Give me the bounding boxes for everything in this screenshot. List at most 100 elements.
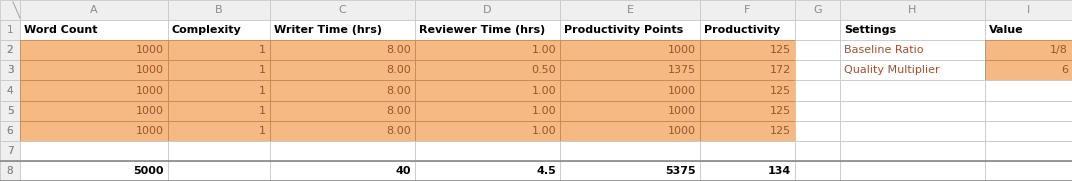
Bar <box>415 141 560 161</box>
Text: 2: 2 <box>6 45 13 55</box>
Bar <box>700 40 795 60</box>
Bar <box>700 80 795 101</box>
Text: A: A <box>90 5 98 15</box>
Bar <box>700 0 795 20</box>
Text: 1.00: 1.00 <box>532 45 556 55</box>
Text: 125: 125 <box>770 106 791 116</box>
Bar <box>0 80 20 101</box>
Bar <box>985 161 1072 181</box>
Text: 3: 3 <box>6 65 13 75</box>
Bar <box>0 141 20 161</box>
Bar <box>415 80 560 101</box>
Bar <box>840 0 985 20</box>
Text: 125: 125 <box>770 45 791 55</box>
Text: Word Count: Word Count <box>24 25 98 35</box>
Bar <box>795 121 840 141</box>
Bar <box>985 121 1072 141</box>
Bar <box>0 141 20 161</box>
Text: 4.5: 4.5 <box>536 166 556 176</box>
Text: 6: 6 <box>1061 65 1068 75</box>
Text: 1: 1 <box>259 106 266 116</box>
Bar <box>168 80 270 101</box>
Bar <box>270 161 415 181</box>
Bar <box>20 121 168 141</box>
Text: 1375: 1375 <box>668 65 696 75</box>
Bar <box>168 141 270 161</box>
Text: 125: 125 <box>770 126 791 136</box>
Bar <box>985 80 1072 101</box>
Bar <box>0 40 20 60</box>
Bar <box>20 101 168 121</box>
Text: 8.00: 8.00 <box>386 126 411 136</box>
Bar <box>795 80 840 101</box>
Text: 40: 40 <box>396 166 411 176</box>
Bar <box>0 60 20 80</box>
Bar <box>560 20 700 40</box>
Bar <box>560 161 700 181</box>
Text: 1: 1 <box>259 85 266 96</box>
Bar <box>168 101 270 121</box>
Text: 1000: 1000 <box>136 45 164 55</box>
Bar <box>840 20 985 40</box>
Bar <box>168 40 270 60</box>
Bar <box>795 101 840 121</box>
Bar <box>0 121 20 141</box>
Bar <box>700 101 795 121</box>
Text: 8.00: 8.00 <box>386 45 411 55</box>
Text: 8: 8 <box>6 166 13 176</box>
Text: F: F <box>744 5 750 15</box>
Bar <box>560 0 700 20</box>
Bar <box>0 121 20 141</box>
Bar <box>840 121 985 141</box>
Text: 5000: 5000 <box>134 166 164 176</box>
Text: 1/8: 1/8 <box>1051 45 1068 55</box>
Bar <box>840 141 985 161</box>
Bar <box>0 20 20 40</box>
Bar <box>0 60 20 80</box>
Bar <box>0 161 20 181</box>
Bar <box>795 0 840 20</box>
Bar <box>985 20 1072 40</box>
Bar <box>700 20 795 40</box>
Text: 6: 6 <box>6 126 13 136</box>
Text: Baseline Ratio: Baseline Ratio <box>844 45 923 55</box>
Text: 7: 7 <box>6 146 13 156</box>
Bar <box>700 141 795 161</box>
Text: Productivity: Productivity <box>704 25 780 35</box>
Text: H: H <box>908 5 917 15</box>
Bar <box>20 80 168 101</box>
Bar <box>795 20 840 40</box>
Bar <box>20 60 168 80</box>
Bar <box>270 20 415 40</box>
Bar <box>840 80 985 101</box>
Text: 8.00: 8.00 <box>386 106 411 116</box>
Text: 1: 1 <box>259 45 266 55</box>
Bar <box>270 141 415 161</box>
Bar <box>840 60 985 80</box>
Text: 1: 1 <box>259 126 266 136</box>
Bar <box>270 80 415 101</box>
Bar <box>415 60 560 80</box>
Bar <box>20 161 168 181</box>
Text: 2: 2 <box>6 45 13 55</box>
Bar <box>985 141 1072 161</box>
Bar <box>700 121 795 141</box>
Bar <box>700 161 795 181</box>
Bar <box>0 101 20 121</box>
Text: 1000: 1000 <box>136 85 164 96</box>
Text: G: G <box>814 5 822 15</box>
Bar <box>0 80 20 101</box>
Text: Quality Multiplier: Quality Multiplier <box>844 65 940 75</box>
Bar <box>168 20 270 40</box>
Text: 1000: 1000 <box>668 85 696 96</box>
Text: 1000: 1000 <box>668 126 696 136</box>
Text: 1: 1 <box>6 25 13 35</box>
Text: 4: 4 <box>6 85 13 96</box>
Text: 4: 4 <box>6 85 13 96</box>
Bar <box>20 141 168 161</box>
Bar <box>985 0 1072 20</box>
Text: 1.00: 1.00 <box>532 85 556 96</box>
Text: 7: 7 <box>6 146 13 156</box>
Bar <box>560 40 700 60</box>
Bar <box>560 121 700 141</box>
